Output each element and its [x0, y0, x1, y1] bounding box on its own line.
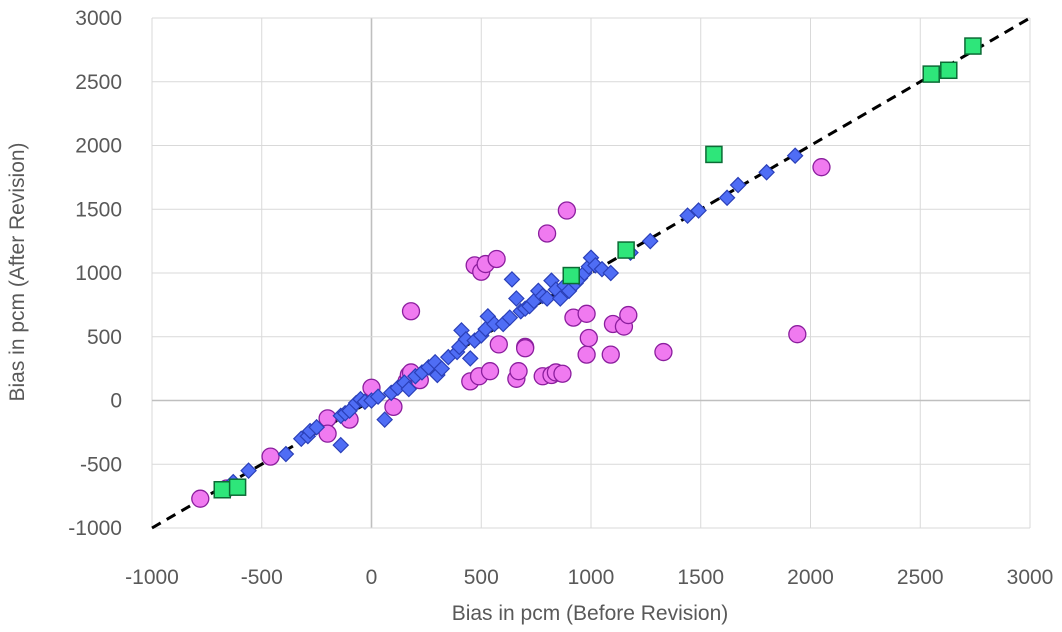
circle-point: [489, 335, 508, 354]
circle-point: [384, 397, 403, 417]
diamond-point: [729, 176, 747, 194]
circle-point: [788, 325, 807, 344]
diamond-point: [461, 350, 479, 367]
diamond-point: [501, 309, 519, 326]
diamond-point: [679, 207, 696, 224]
x-tick-label: -1000: [125, 566, 179, 589]
x-tick-label: 3000: [1007, 566, 1054, 589]
x-tick-label: -500: [241, 566, 283, 589]
circle-point: [509, 362, 528, 381]
x-axis-title: Bias in pcm (Before Revision): [452, 602, 729, 625]
square-point: [617, 241, 635, 259]
diamond-point: [240, 462, 257, 479]
square-point: [964, 37, 982, 55]
diamond-point: [690, 202, 707, 219]
y-tick-label: 1000: [75, 262, 122, 285]
square-point: [562, 266, 580, 285]
circle-point: [516, 339, 535, 358]
square-point: [940, 61, 958, 80]
diamond-point: [503, 271, 521, 288]
diamond-point: [538, 290, 556, 307]
diamond-point: [433, 360, 451, 377]
circle-point: [557, 201, 577, 220]
diamond-point: [786, 147, 804, 165]
square-point: [705, 145, 723, 164]
y-tick-label: 3000: [75, 7, 122, 30]
circle-point: [577, 345, 596, 364]
y-tick-label: 0: [110, 390, 122, 413]
y-tick-label: -500: [80, 453, 122, 476]
x-tick-label: 500: [464, 566, 499, 589]
diamond-point: [332, 436, 350, 454]
square-point: [922, 65, 940, 83]
circle-point: [812, 158, 831, 177]
circle-series: [191, 158, 831, 508]
y-tick-label: 2000: [75, 135, 122, 158]
diamond-point: [641, 232, 659, 250]
circle-point: [401, 302, 421, 321]
circle-point: [480, 362, 500, 381]
square-point: [228, 478, 247, 496]
x-tick-label: 1000: [568, 566, 615, 589]
diamond-point: [551, 290, 569, 307]
circle-point: [601, 345, 620, 364]
x-tick-label: 2500: [897, 566, 944, 589]
circle-point: [654, 342, 673, 362]
circle-point: [577, 304, 596, 323]
circle-point: [318, 424, 337, 443]
diamond-point: [376, 411, 394, 428]
circle-point: [487, 249, 506, 269]
diamond-point: [718, 189, 736, 207]
circle-point: [579, 328, 598, 348]
x-tick-label: 0: [366, 566, 378, 589]
circle-point: [191, 489, 210, 508]
circle-point: [261, 447, 280, 466]
y-tick-label: -1000: [68, 517, 122, 540]
diamond-point: [400, 380, 418, 398]
y-tick-label: 500: [87, 326, 122, 349]
diamond-point: [508, 290, 525, 307]
square-point: [213, 481, 231, 499]
circle-point: [619, 305, 638, 325]
diamond-point: [602, 264, 620, 282]
tick-labels: -1000 -500 0 500 1000 1500 2000 2500 3000 -1000 -5…: [68, 7, 1053, 589]
diamond-point: [758, 163, 775, 181]
y-axis-title: Bias in pcm (After Revision): [6, 142, 29, 401]
circle-point: [537, 224, 557, 243]
y-tick-label: 2500: [75, 71, 122, 94]
y-tick-label: 1500: [75, 198, 122, 221]
diamond-point: [308, 418, 325, 436]
x-tick-label: 1500: [677, 566, 724, 589]
square-series: [213, 37, 982, 499]
diamond-point: [277, 445, 295, 463]
x-tick-label: 2000: [787, 566, 834, 589]
diamond-point: [369, 388, 387, 406]
data-points: [191, 37, 982, 508]
circle-point: [553, 364, 572, 383]
